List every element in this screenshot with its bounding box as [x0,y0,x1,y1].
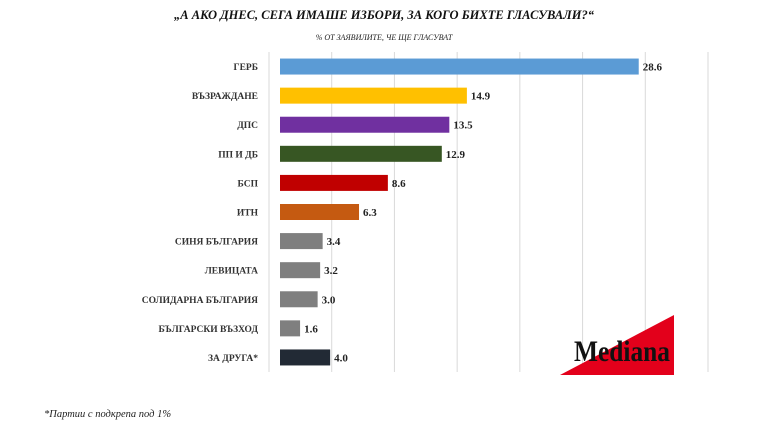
data-label: 3.4 [327,236,341,248]
logo-text: Mediana [574,335,670,368]
category-label: ВЪЗРАЖДАНЕ [192,92,258,102]
data-label: 8.6 [392,178,406,190]
category-label: БЪЛГАРСКИ ВЪЗХОД [158,325,258,335]
bar [280,320,301,337]
data-label: 1.6 [304,323,318,335]
category-label: ПП И ДБ [218,150,258,160]
logo-triangle [560,315,674,375]
bar [280,233,323,250]
category-label: ДПС [237,121,258,131]
category-label: ИТН [237,209,259,219]
category-label: ГЕРБ [234,63,258,73]
mediana-logo: Mediana [560,315,674,375]
bar [280,349,331,366]
data-label: 3.0 [322,294,336,306]
data-label: 12.9 [446,149,466,161]
bar [280,116,450,133]
footnote: *Партии с подкрепа под 1% [44,409,172,420]
category-label: СИНЯ БЪЛГАРИЯ [175,238,258,248]
data-label: 4.0 [334,352,348,364]
data-label: 13.5 [453,120,473,132]
category-label: ЛЕВИЦАТА [205,267,258,277]
bar [280,145,442,162]
bar [280,262,321,279]
data-label: 3.2 [324,265,338,277]
data-label: 28.6 [643,62,663,74]
bar [280,87,467,104]
category-label: БСП [238,179,259,189]
bar [280,174,388,191]
category-label: ЗА ДРУГА* [208,354,258,364]
category-label: СОЛИДАРНА БЪЛГАРИЯ [142,296,258,306]
data-label: 14.9 [471,91,491,103]
gridlines [331,52,709,372]
bars: ГЕРБ 28.6 ВЪЗРАЖДАНЕ 14.9 ДПС 13.5 ПП И ДБ 12.9… [142,58,663,366]
chart-subtitle: % ОТ ЗАЯВИЛИТЕ, ЧЕ ЩЕ ГЛАСУВАТ [315,33,453,42]
bar-chart: ГЕРБ 28.6 ВЪЗРАЖДАНЕ 14.9 ДПС 13.5 ПП И ДБ 12.9… [142,52,709,372]
bar [280,58,639,75]
bar [280,291,318,308]
bar [280,204,360,220]
data-label: 6.3 [363,207,377,219]
chart-title: „А АКО ДНЕС, СЕГА ИМАШЕ ИЗБОРИ, ЗА КОГО … [174,8,594,22]
